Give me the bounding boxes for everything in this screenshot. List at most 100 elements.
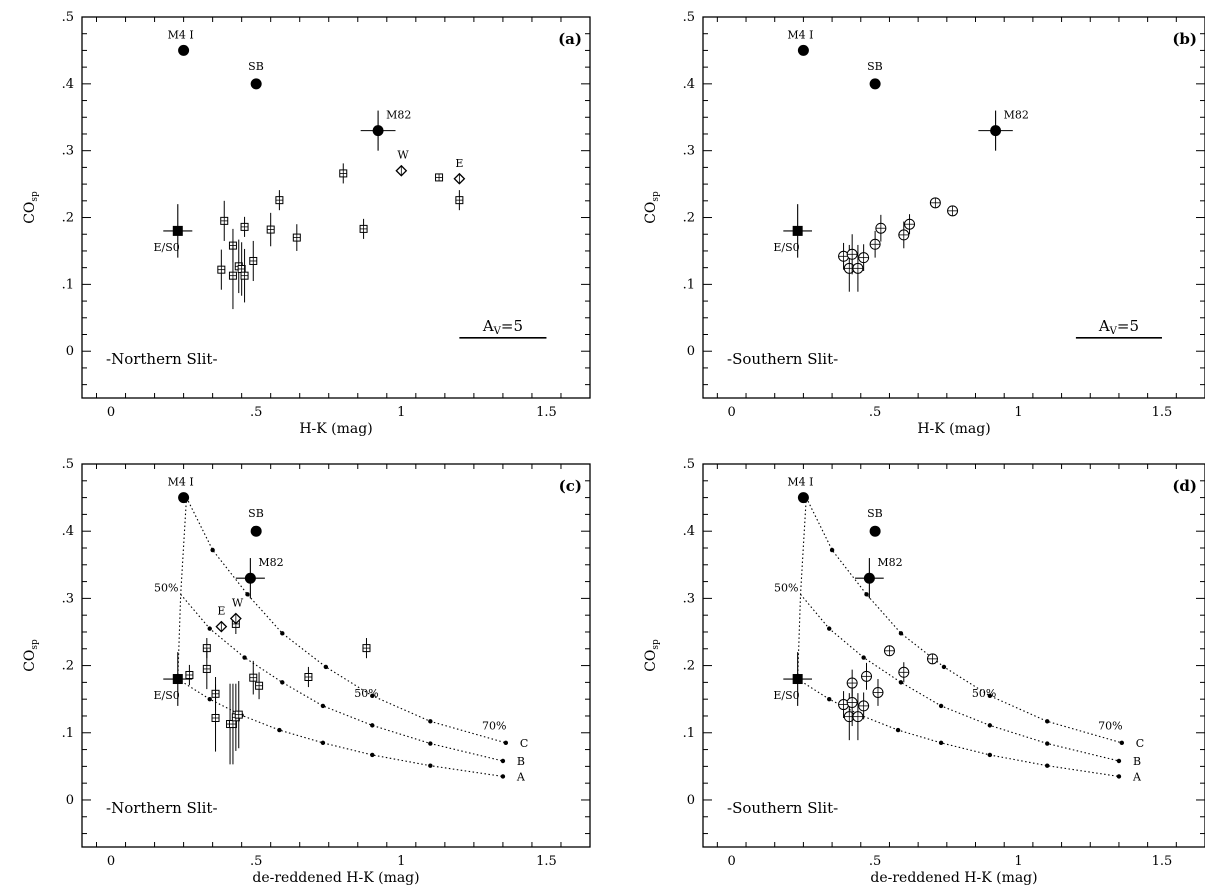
model-curve-point	[987, 693, 993, 699]
y-axis-label: COsp	[643, 191, 661, 224]
model-curve-point	[242, 655, 247, 660]
model-curve-point	[829, 547, 835, 553]
reference-label: E/S0	[773, 241, 799, 254]
data-point	[869, 230, 881, 258]
curve-annotation: 50%	[154, 582, 178, 595]
reference-marker	[178, 44, 190, 56]
x-tick-label: 1	[1014, 405, 1022, 420]
reference-label: E/S0	[773, 689, 799, 702]
data-point	[838, 691, 850, 718]
reference-marker	[250, 525, 262, 537]
data-point	[852, 244, 864, 292]
reference-label: SB	[867, 60, 883, 73]
reference-label: W	[232, 597, 244, 610]
reference-marker	[178, 492, 190, 504]
data-point	[898, 662, 910, 683]
x-tick-label: 0	[728, 405, 736, 420]
x-tick-label: 1	[397, 854, 405, 869]
data-point	[255, 672, 264, 700]
y-axis-label: COsp	[643, 639, 661, 672]
reference-label: SB	[867, 507, 883, 520]
model-curve-point	[827, 626, 832, 631]
model-curve-point	[1116, 758, 1122, 764]
reference-label: M4 I	[787, 476, 813, 489]
data-point	[234, 681, 243, 749]
model-curve-point	[895, 727, 901, 733]
model-curve-label: A	[516, 770, 526, 783]
reference-label: M82	[258, 556, 283, 569]
y-axis-label: COsp	[22, 639, 40, 672]
x-tick-label: 0	[107, 854, 115, 869]
data-point	[362, 638, 371, 659]
model-curve-point	[898, 680, 904, 685]
reference-label: SB	[248, 507, 264, 520]
reference-sb: SB	[248, 60, 264, 90]
y-tick-label: .2	[62, 659, 74, 674]
model-curve-point	[207, 626, 212, 631]
y-tick-label: .2	[683, 211, 695, 226]
x-tick-label: 1.5	[1152, 405, 1173, 420]
x-tick-label: .5	[250, 405, 262, 420]
reference-marker	[797, 492, 809, 504]
model-curve-point	[1045, 719, 1050, 724]
y-tick-label: .3	[62, 591, 74, 606]
model-curve-B	[180, 593, 504, 762]
model-curve-label: A	[1132, 770, 1142, 783]
model-curve-point	[428, 763, 433, 768]
data-point	[435, 173, 444, 182]
model-curve-B	[800, 594, 1120, 762]
av-label: AV=5	[1098, 317, 1139, 337]
reference-label: M4 I	[168, 476, 194, 489]
plot-frame	[81, 16, 591, 399]
reference-label: E/S0	[154, 689, 180, 702]
data-point	[846, 669, 858, 697]
reference-marker	[792, 674, 803, 685]
reference-marker	[172, 674, 183, 685]
x-axis-label: H-K (mag)	[917, 421, 990, 437]
model-curve-point	[323, 664, 329, 670]
reference-w: W	[229, 597, 244, 625]
panel-a: 0 .1 .2 .3 .4 .5 0 .5 1 1.5 H-K (mag) COsp (a) -North…	[22, 10, 591, 437]
model-curve-point	[370, 723, 375, 728]
model-curve-point	[207, 696, 212, 702]
curve-annotation: 50%	[354, 687, 378, 700]
reference-w: W	[395, 149, 409, 177]
data-point	[872, 679, 884, 706]
reference-es0: E/S0	[154, 204, 193, 258]
reference-marker	[869, 78, 881, 90]
region-label: -Northern Slit-	[106, 350, 218, 368]
model-curve-label: C	[520, 737, 528, 750]
region-label: -Southern Slit-	[727, 350, 838, 368]
av-label: AV=5	[482, 317, 523, 337]
reference-label: E	[217, 605, 225, 618]
y-tick-label: 0	[687, 344, 695, 359]
x-tick-label: 1	[397, 405, 405, 420]
data-point	[217, 249, 226, 290]
x-tick-label: .5	[869, 854, 881, 869]
y-tick-label: .4	[62, 77, 74, 92]
reference-marker	[990, 125, 1002, 137]
reference-sb: SB	[248, 507, 264, 537]
y-tick-label: .4	[62, 524, 74, 539]
y-tick-label: .5	[683, 457, 695, 472]
reference-es0: E/S0	[773, 204, 813, 258]
model-curve-point	[987, 752, 993, 758]
data-point	[228, 242, 237, 310]
x-axis-label: de-reddened H-K (mag)	[252, 870, 419, 886]
model-curve-point	[277, 727, 282, 733]
model-curve-point	[500, 758, 506, 764]
model-curve-point	[827, 696, 832, 702]
reference-marker	[869, 525, 881, 537]
model-curve-point	[864, 592, 869, 597]
data-point	[304, 666, 313, 688]
curve-annotation: 70%	[1098, 719, 1122, 732]
model-curve-point	[938, 740, 944, 746]
y-tick-label: .1	[683, 277, 695, 292]
model-curve-point	[320, 703, 326, 709]
reference-label: E/S0	[154, 241, 180, 254]
data-point	[249, 240, 258, 282]
data-point	[240, 248, 249, 303]
y-tick-label: .3	[683, 144, 695, 159]
y-tick-label: .4	[683, 524, 695, 539]
y-tick-label: .2	[683, 659, 695, 674]
